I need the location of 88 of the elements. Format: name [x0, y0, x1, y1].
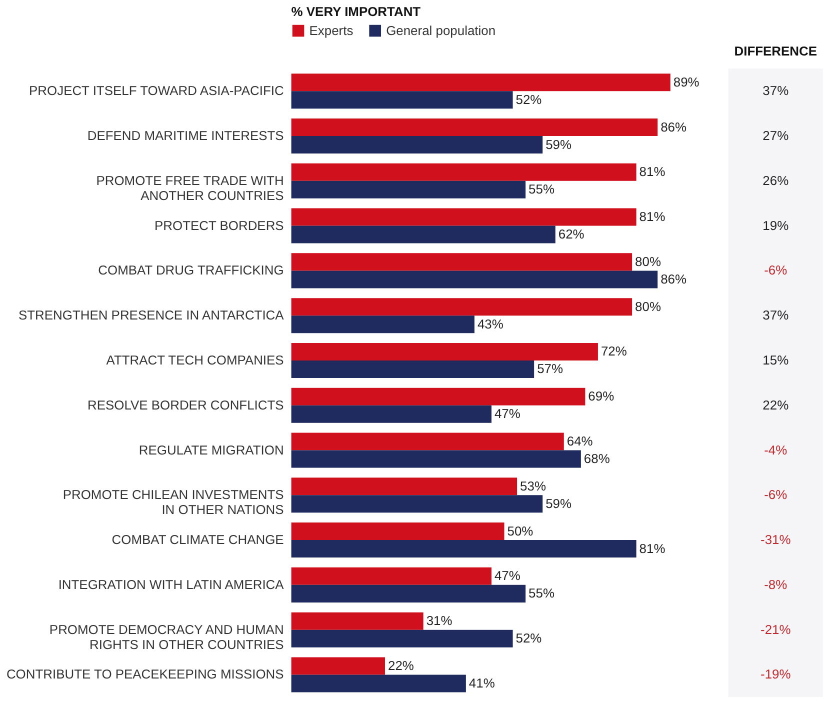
- y-tick-label: CONTRIBUTE TO PEACEKEEPING MISSIONS: [6, 666, 284, 682]
- text: -6%: [764, 262, 788, 278]
- y-tick-label: REGULATE MIGRATION: [138, 442, 284, 458]
- data-label: 62%: [558, 226, 585, 242]
- data-label: 86%: [660, 119, 688, 134]
- legend-label: General population: [386, 22, 496, 38]
- y-tick-label: PROJECT ITSELF TOWARD ASIA-PACIFIC: [29, 83, 284, 98]
- bar: [291, 388, 586, 406]
- data-label: 31%: [426, 613, 453, 628]
- bar: [291, 270, 658, 288]
- text: -8%: [764, 576, 788, 592]
- data-label: 57%: [537, 361, 564, 376]
- bar: [291, 74, 670, 92]
- data-label: 72%: [600, 344, 628, 359]
- text: -31%: [760, 532, 791, 548]
- data-label: 80%: [635, 298, 662, 314]
- data-label: 55%: [528, 586, 555, 601]
- bar: [291, 360, 534, 378]
- data-label: 80%: [635, 254, 662, 269]
- y-tick-label: STRENGTHEN PRESENCE IN ANTARCTICA: [18, 308, 284, 323]
- y-tick-label: ATTRACT TECH COMPANIES: [106, 352, 284, 368]
- bar: [291, 163, 636, 181]
- y-tick-label: INTEGRATION WITH LATIN AMERICA: [58, 576, 284, 592]
- y-tick-label: COMBAT DRUG TRAFFICKING: [98, 262, 284, 278]
- data-label: 59%: [546, 496, 572, 511]
- bar: [291, 584, 526, 602]
- data-label: 52%: [516, 92, 542, 107]
- y-tick-label: COMBAT CLIMATE CHANGE: [112, 532, 284, 548]
- bar: [291, 567, 492, 585]
- bar: [291, 405, 492, 423]
- legend-title: % VERY IMPORTANT: [291, 4, 421, 19]
- text: -6%: [764, 487, 788, 502]
- data-label: 41%: [468, 675, 496, 690]
- text: 37%: [762, 83, 789, 98]
- text: -21%: [760, 622, 791, 637]
- text: 37%: [762, 308, 789, 323]
- bar: [291, 316, 474, 334]
- text: 15%: [762, 352, 789, 368]
- bar: [291, 657, 386, 675]
- bar: [291, 136, 543, 154]
- text: -4%: [764, 442, 788, 458]
- bar: [291, 118, 658, 136]
- bar: [291, 630, 513, 648]
- data-label: 68%: [584, 451, 610, 466]
- data-label: 47%: [494, 406, 521, 422]
- data-label: 55%: [528, 182, 555, 197]
- legend-label: Experts: [309, 22, 354, 38]
- text: 26%: [762, 172, 789, 188]
- bar: [291, 208, 636, 226]
- bar: [291, 432, 564, 450]
- y-tick-label: PROTECT BORDERS: [154, 218, 284, 233]
- bar: [291, 450, 581, 468]
- bar: [291, 495, 543, 513]
- bar: [291, 478, 518, 496]
- data-label: 81%: [639, 164, 666, 180]
- y-tick-label: RESOLVE BORDER CONFLICTS: [88, 397, 284, 412]
- y-tick-label: PROMOTE FREE TRADE WITH ANOTHER COUNTRIES: [96, 172, 284, 203]
- text: 27%: [762, 128, 789, 144]
- bar: [291, 253, 632, 271]
- y-tick-label: PROMOTE DEMOCRACY AND HUMAN RIGHTS IN OTHER COUNTRIES: [49, 622, 284, 652]
- text: DIFFERENCE: [734, 44, 818, 59]
- bar: [291, 180, 526, 198]
- data-label: 53%: [520, 478, 546, 494]
- data-label: 64%: [566, 434, 594, 448]
- data-label: 86%: [660, 271, 688, 286]
- data-label: 47%: [494, 568, 521, 584]
- data-label: 50%: [507, 523, 534, 538]
- data-label: 43%: [477, 316, 504, 332]
- y-tick-label: DEFEND MARITIME INTERESTS: [87, 128, 284, 144]
- bar: [291, 91, 513, 109]
- bar: [291, 522, 504, 540]
- bar: [291, 342, 598, 360]
- bar: [291, 540, 636, 558]
- data-label: 59%: [546, 136, 572, 152]
- text: 19%: [762, 218, 789, 233]
- data-label: 89%: [673, 74, 700, 90]
- bar: [291, 612, 424, 630]
- bar: [291, 226, 556, 244]
- text: -19%: [760, 666, 791, 682]
- data-label: 81%: [639, 540, 666, 556]
- bar: [291, 674, 466, 692]
- data-label: 52%: [516, 630, 542, 646]
- text: 22%: [762, 397, 789, 412]
- y-tick-label: PROMOTE CHILEAN INVESTMENTS IN OTHER NATIONS: [62, 487, 284, 518]
- data-label: 69%: [588, 388, 615, 404]
- data-label: 22%: [388, 658, 414, 673]
- data-label: 81%: [639, 209, 666, 224]
- bar: [291, 298, 632, 316]
